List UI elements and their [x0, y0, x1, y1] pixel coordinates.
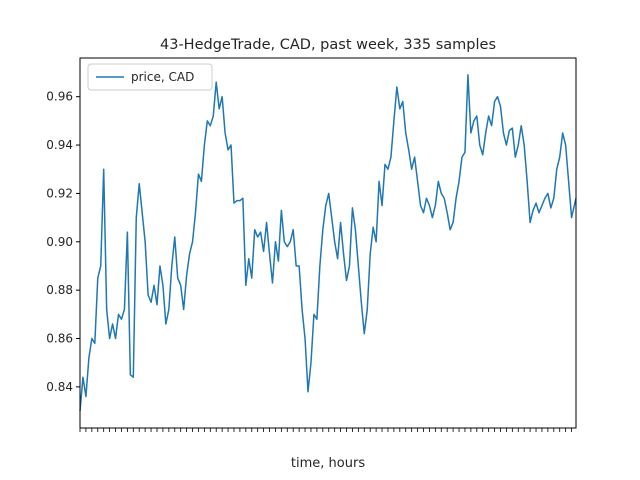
y-tick-label: 0.92: [46, 186, 73, 200]
y-tick-label: 0.84: [46, 380, 73, 394]
y-axis-ticks: 0.84 0.86 0.88 0.90 0.92 0.94 0.96: [46, 90, 80, 394]
y-tick-label: 0.88: [46, 283, 73, 297]
y-tick-label: 0.90: [46, 235, 73, 249]
plot-area: [80, 58, 576, 428]
x-axis-label: time, hours: [291, 456, 365, 471]
chart-title: 43-HedgeTrade, CAD, past week, 335 sampl…: [160, 37, 496, 53]
legend: price, CAD: [87, 63, 213, 91]
y-tick-label: 0.94: [46, 138, 73, 152]
y-tick-label: 0.96: [46, 90, 73, 104]
plot-frame: [79, 57, 577, 429]
x-axis-ticks: [79, 428, 572, 432]
legend-label: price, CAD: [131, 70, 194, 84]
price-series-line: [79, 74, 577, 412]
legend-box: [87, 63, 213, 91]
y-tick-label: 0.86: [46, 332, 73, 346]
